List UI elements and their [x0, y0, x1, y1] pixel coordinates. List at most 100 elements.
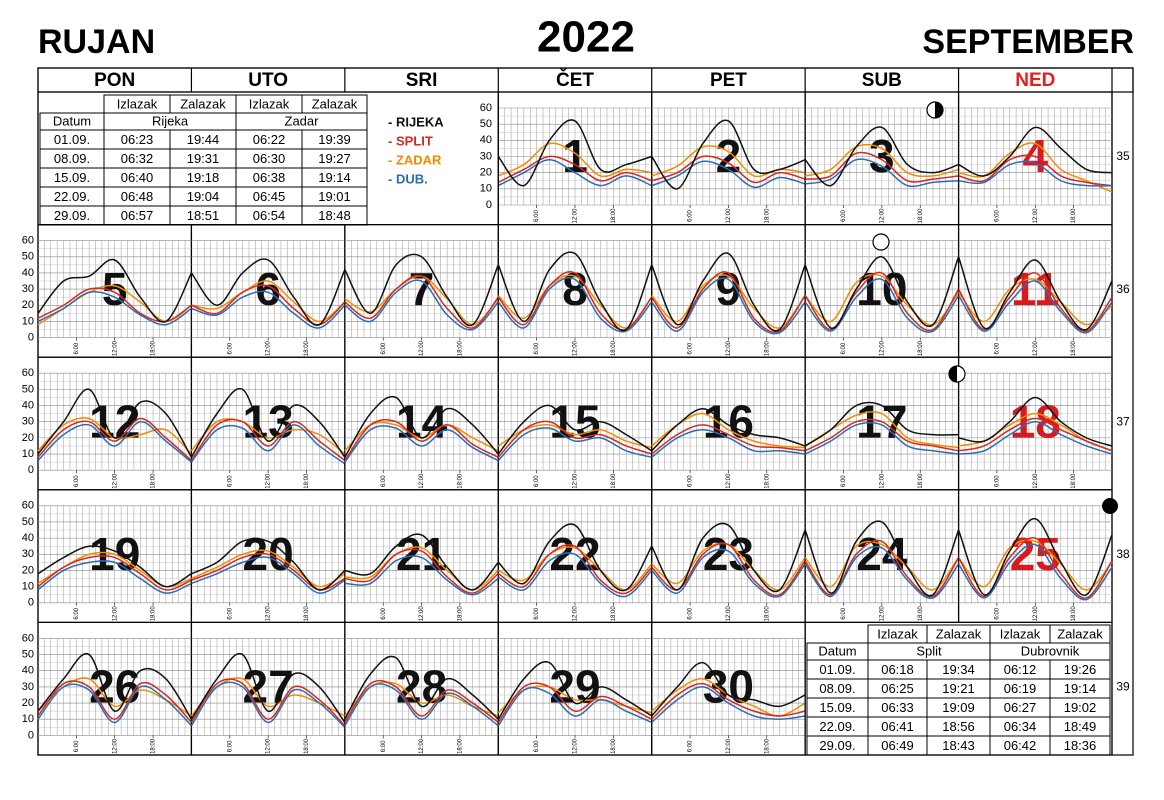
x-tick-label: 12:00	[112, 738, 118, 754]
table-cell-text: 06:42	[1004, 738, 1037, 753]
x-tick-label: 12:00	[573, 738, 579, 754]
x-tick-label: 18:00	[611, 606, 617, 622]
y-tick-label: 10	[22, 315, 34, 327]
tide-curve	[191, 549, 346, 588]
table-cell-text: 06:25	[881, 681, 914, 696]
tide-curve	[37, 652, 193, 720]
x-tick-label: 12:00	[266, 738, 272, 754]
table-cell-text: 29.09.	[819, 738, 855, 753]
y-tick-label: 30	[22, 416, 34, 428]
tide-curve	[344, 419, 499, 461]
tide-curve	[190, 418, 346, 455]
tide-curve	[190, 418, 346, 462]
moon-shade	[949, 366, 957, 382]
day-cell: 6:00 12:00 18:00 6	[190, 224, 346, 358]
y-tick-label: 0	[486, 199, 492, 211]
table-cell-text: 06:49	[881, 738, 914, 753]
table-cell-text: 06:27	[1004, 700, 1037, 715]
table-header: Datum	[53, 113, 91, 128]
tide-curve	[497, 158, 653, 187]
table-cell-text: 19:02	[1064, 700, 1097, 715]
tide-curve	[344, 679, 499, 724]
x-tick-label: 18:00	[611, 208, 617, 224]
day-number: 14	[396, 395, 448, 447]
x-tick-label: 18:00	[304, 473, 310, 489]
legend-entry: - RIJEKA	[388, 114, 444, 129]
y-tick-label: 60	[480, 102, 492, 114]
legend-entry: - DUB.	[388, 171, 428, 186]
day-number: 15	[549, 395, 600, 447]
tide-curve	[805, 151, 959, 183]
tide-curve	[191, 537, 346, 591]
tide-curve	[957, 517, 1113, 596]
tide-curve	[344, 548, 499, 594]
x-tick-label: 18:00	[458, 473, 464, 489]
tide-curve	[804, 421, 959, 455]
tide-curve	[497, 523, 653, 592]
table-cell-text: 06:22	[253, 132, 286, 147]
tide-curve	[497, 682, 653, 723]
x-tick-label: 18:00	[764, 473, 770, 489]
tide-curve	[651, 277, 806, 335]
table-header: Izlazak	[249, 96, 290, 111]
y-tick-label: 30	[22, 681, 34, 693]
table-cell-text: 19:27	[318, 151, 351, 166]
day-number: 12	[89, 395, 140, 447]
x-tick-label: 6:00	[688, 607, 694, 619]
tide-curve	[804, 143, 959, 178]
table-place: Zadar	[285, 113, 320, 128]
tide-curve	[37, 258, 193, 323]
tide-curve	[804, 278, 960, 333]
tide-curve	[497, 155, 652, 184]
table-header: Izlazak	[1000, 626, 1041, 641]
y-tick-label: 50	[22, 516, 34, 528]
x-tick-label: 6:00	[74, 740, 80, 752]
table-cell-text: 19:09	[942, 700, 975, 715]
x-tick-label: 18:00	[918, 208, 924, 224]
table-cell-text: 18:49	[1064, 719, 1097, 734]
tide-curve	[958, 160, 1113, 187]
tide-curve	[37, 388, 193, 458]
tide-curve	[344, 253, 499, 327]
y-tick-label: 0	[28, 597, 34, 609]
x-tick-label: 6:00	[841, 607, 847, 619]
x-tick-label: 18:00	[151, 340, 157, 356]
table-cell-text: 01.09.	[819, 662, 855, 677]
week-number: 35	[1116, 149, 1130, 163]
x-tick-label: 18:00	[304, 340, 310, 356]
day-number: 24	[856, 528, 908, 580]
y-tick-label: 20	[22, 564, 34, 576]
x-tick-label: 12:00	[419, 738, 425, 754]
table-cell-text: 19:31	[187, 151, 220, 166]
day-cell: 6:00 12:00 18:00 15	[497, 356, 653, 491]
y-tick-label: 30	[22, 548, 34, 560]
y-tick-label: 50	[22, 251, 34, 263]
tide-curve	[497, 686, 653, 727]
tide-curve	[651, 155, 806, 184]
tide-curve	[958, 154, 1113, 187]
table-cell-text: 06:40	[121, 170, 154, 185]
week-number: 39	[1116, 680, 1130, 694]
x-tick-label: 18:00	[151, 738, 157, 754]
tide-curve	[344, 279, 499, 331]
table-place: Rijeka	[152, 113, 189, 128]
x-tick-label: 6:00	[995, 607, 1001, 619]
tide-curve	[651, 424, 806, 455]
tide-curve	[497, 274, 653, 329]
tide-curve	[344, 425, 499, 463]
x-tick-label: 18:00	[304, 738, 310, 754]
x-tick-label: 18:00	[918, 340, 924, 356]
y-tick-label: 20	[22, 299, 34, 311]
table-cell	[1049, 735, 1111, 756]
day-cell: 6:00 12:00 18:00 2	[651, 91, 806, 226]
tide-curve	[190, 258, 346, 326]
tide-curve	[804, 539, 960, 598]
tide-curve	[958, 396, 1113, 447]
table-cell-text: 19:34	[942, 662, 975, 677]
x-tick-label: 18:00	[151, 473, 157, 489]
day-cell: 6:00 12:00 18:00 9	[651, 224, 806, 358]
